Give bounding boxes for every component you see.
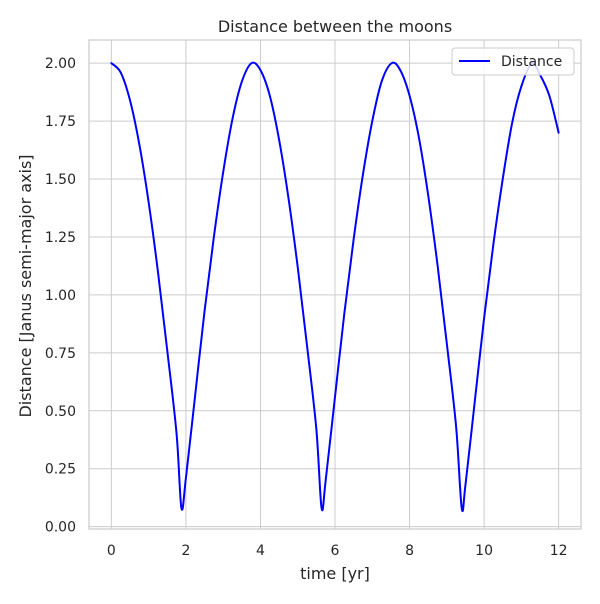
y-tick-label: 0.00	[45, 520, 76, 536]
y-axis-label: Distance [Janus semi-major axis]	[16, 154, 35, 417]
x-tick-label: 0	[107, 543, 116, 559]
x-tick-label: 12	[550, 543, 568, 559]
tick-labels: 0 2 4 6 8 10 12 0.00 0.25 0.50 0.75 1.00 1.25 1.50 1.7…	[45, 56, 568, 559]
y-tick-label: 0.50	[45, 404, 76, 420]
y-tick-label: 2.00	[45, 56, 76, 72]
legend-label: Distance	[501, 54, 562, 70]
y-tick-label: 1.25	[45, 230, 76, 246]
x-tick-label: 10	[475, 543, 493, 559]
chart-title: Distance between the moons	[218, 17, 452, 36]
y-tick-label: 1.50	[45, 172, 76, 188]
series-layer	[110, 61, 560, 513]
x-tick-label: 4	[256, 543, 265, 559]
plot-border	[88, 39, 582, 530]
y-tick-label: 1.00	[45, 288, 76, 304]
y-tick-label: 0.25	[45, 462, 76, 478]
plot-frame	[88, 39, 582, 530]
y-tick-label: 0.75	[45, 346, 76, 362]
x-tick-label: 2	[181, 543, 190, 559]
x-tick-label: 8	[405, 543, 414, 559]
grid	[89, 40, 581, 529]
y-tick-label: 1.75	[45, 114, 76, 130]
x-axis-label: time [yr]	[300, 564, 370, 583]
series-line-distance	[110, 61, 560, 513]
legend-box	[451, 47, 575, 76]
legend: Distance	[451, 47, 575, 76]
x-tick-label: 6	[331, 543, 340, 559]
